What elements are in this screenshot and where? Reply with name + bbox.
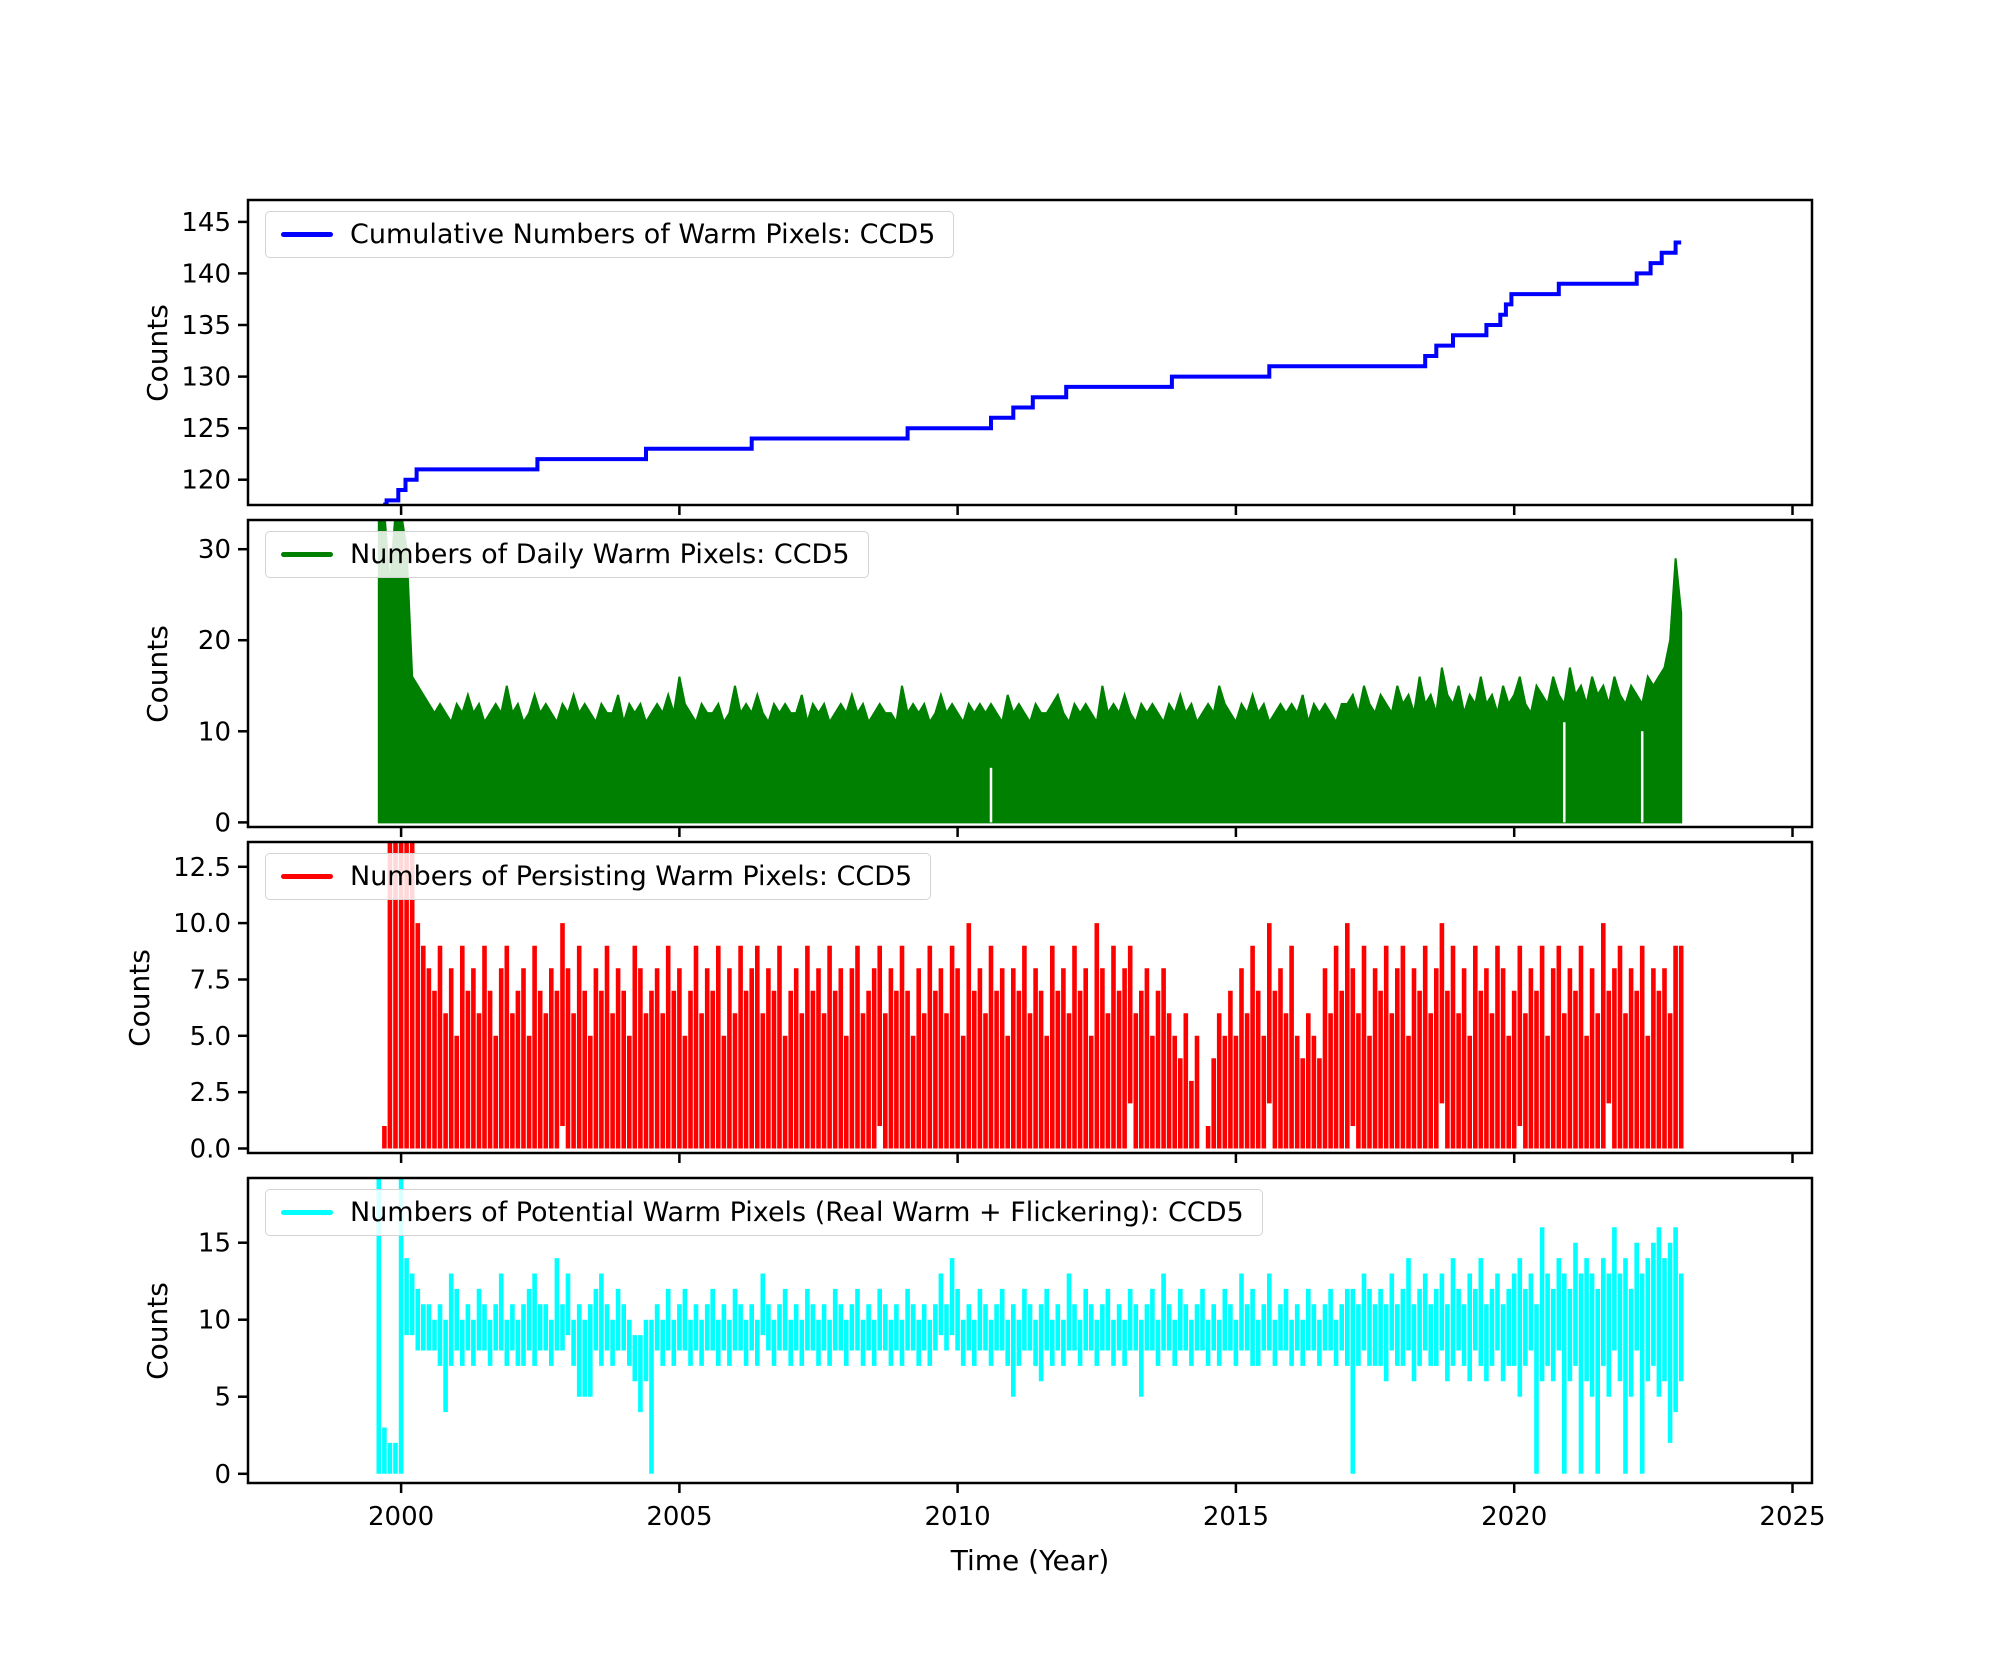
- y-axis-label-panel-2: Counts: [141, 625, 174, 723]
- legend-line-blue-icon: [281, 232, 333, 237]
- legend-label: Numbers of Potential Warm Pixels (Real W…: [350, 1197, 1244, 1228]
- noisy-band-series: [382, 842, 1684, 1149]
- x-tick-label: 2005: [646, 1502, 712, 1532]
- legend-persisting-warm-pixels: Numbers of Persisting Warm Pixels: CCD5: [265, 853, 932, 900]
- cumulative-step-line: [383, 240, 1682, 505]
- panel-3-frame: 0.0 2.5 5.0 7.5 10.0 12.5: [173, 840, 1814, 1165]
- panel-border: [246, 518, 1814, 829]
- panel-1-series: [383, 240, 1682, 505]
- y-tick-label: 130: [181, 363, 231, 393]
- y-tick-label: 2.5: [190, 1078, 231, 1108]
- y-axis-label-panel-3: Counts: [123, 949, 156, 1047]
- x-tick-label: 2020: [1481, 1502, 1547, 1532]
- panel-4-series: [376, 1178, 1684, 1474]
- x-tick-label: 2010: [925, 1502, 991, 1532]
- y-tick-label: 7.5: [190, 966, 231, 996]
- panel-border: [246, 1176, 1814, 1485]
- y-tick-label: 20: [198, 626, 231, 656]
- y-tick-label: 0: [214, 1460, 231, 1490]
- x-tick-label: 2000: [368, 1502, 434, 1532]
- legend-label: Numbers of Persisting Warm Pixels: CCD5: [350, 861, 913, 892]
- panel-4-frame: 2000 2005 2010 2015 2020 2025 0 5 10 15: [198, 1176, 1826, 1532]
- x-axis-label: Time (Year): [950, 1544, 1110, 1577]
- legend-cumulative-warm-pixels: Cumulative Numbers of Warm Pixels: CCD5: [265, 211, 955, 258]
- legend-line-cyan-icon: [281, 1210, 333, 1215]
- y-tick-label: 0: [214, 808, 231, 838]
- y-tick-label: 140: [181, 259, 231, 289]
- y-tick-label: 135: [181, 311, 231, 341]
- y-tick-label: 5: [214, 1383, 231, 1413]
- legend-label: Numbers of Daily Warm Pixels: CCD5: [350, 539, 850, 570]
- y-tick-label: 0.0: [190, 1135, 231, 1165]
- y-tick-label: 10.0: [173, 909, 231, 939]
- legend-potential-warm-pixels: Numbers of Potential Warm Pixels (Real W…: [265, 1189, 1263, 1236]
- y-axis-label-panel-4: Counts: [141, 1282, 174, 1380]
- y-tick-label: 10: [198, 717, 231, 747]
- panel-border: [246, 840, 1814, 1155]
- panel-1-frame: 120 125 130 135 140 145: [181, 198, 1814, 515]
- y-tick-label: 125: [181, 414, 231, 444]
- legend-label: Cumulative Numbers of Warm Pixels: CCD5: [350, 219, 936, 250]
- y-tick-label: 145: [181, 208, 231, 238]
- x-tick-label: 2025: [1759, 1502, 1825, 1532]
- y-tick-label: 120: [181, 466, 231, 496]
- y-tick-label: 5.0: [190, 1022, 231, 1052]
- panel-2-series: [377, 520, 1683, 824]
- y-tick-label: 10: [198, 1306, 231, 1336]
- x-tick-label: 2015: [1203, 1502, 1269, 1532]
- legend-line-green-icon: [281, 552, 333, 557]
- legend-line-red-icon: [281, 874, 333, 879]
- legend-daily-warm-pixels: Numbers of Daily Warm Pixels: CCD5: [265, 531, 869, 578]
- noisy-band-series: [376, 1178, 1684, 1474]
- panel-border: [246, 198, 1814, 507]
- y-tick-label: 12.5: [173, 853, 231, 883]
- panel-2-frame: 0 10 20 30: [198, 518, 1814, 838]
- daily-area-series: [377, 520, 1683, 824]
- y-axis-label-panel-1: Counts: [141, 304, 174, 402]
- y-tick-label: 15: [198, 1229, 231, 1259]
- panel-3-series: [382, 842, 1684, 1149]
- y-tick-label: 30: [198, 535, 231, 565]
